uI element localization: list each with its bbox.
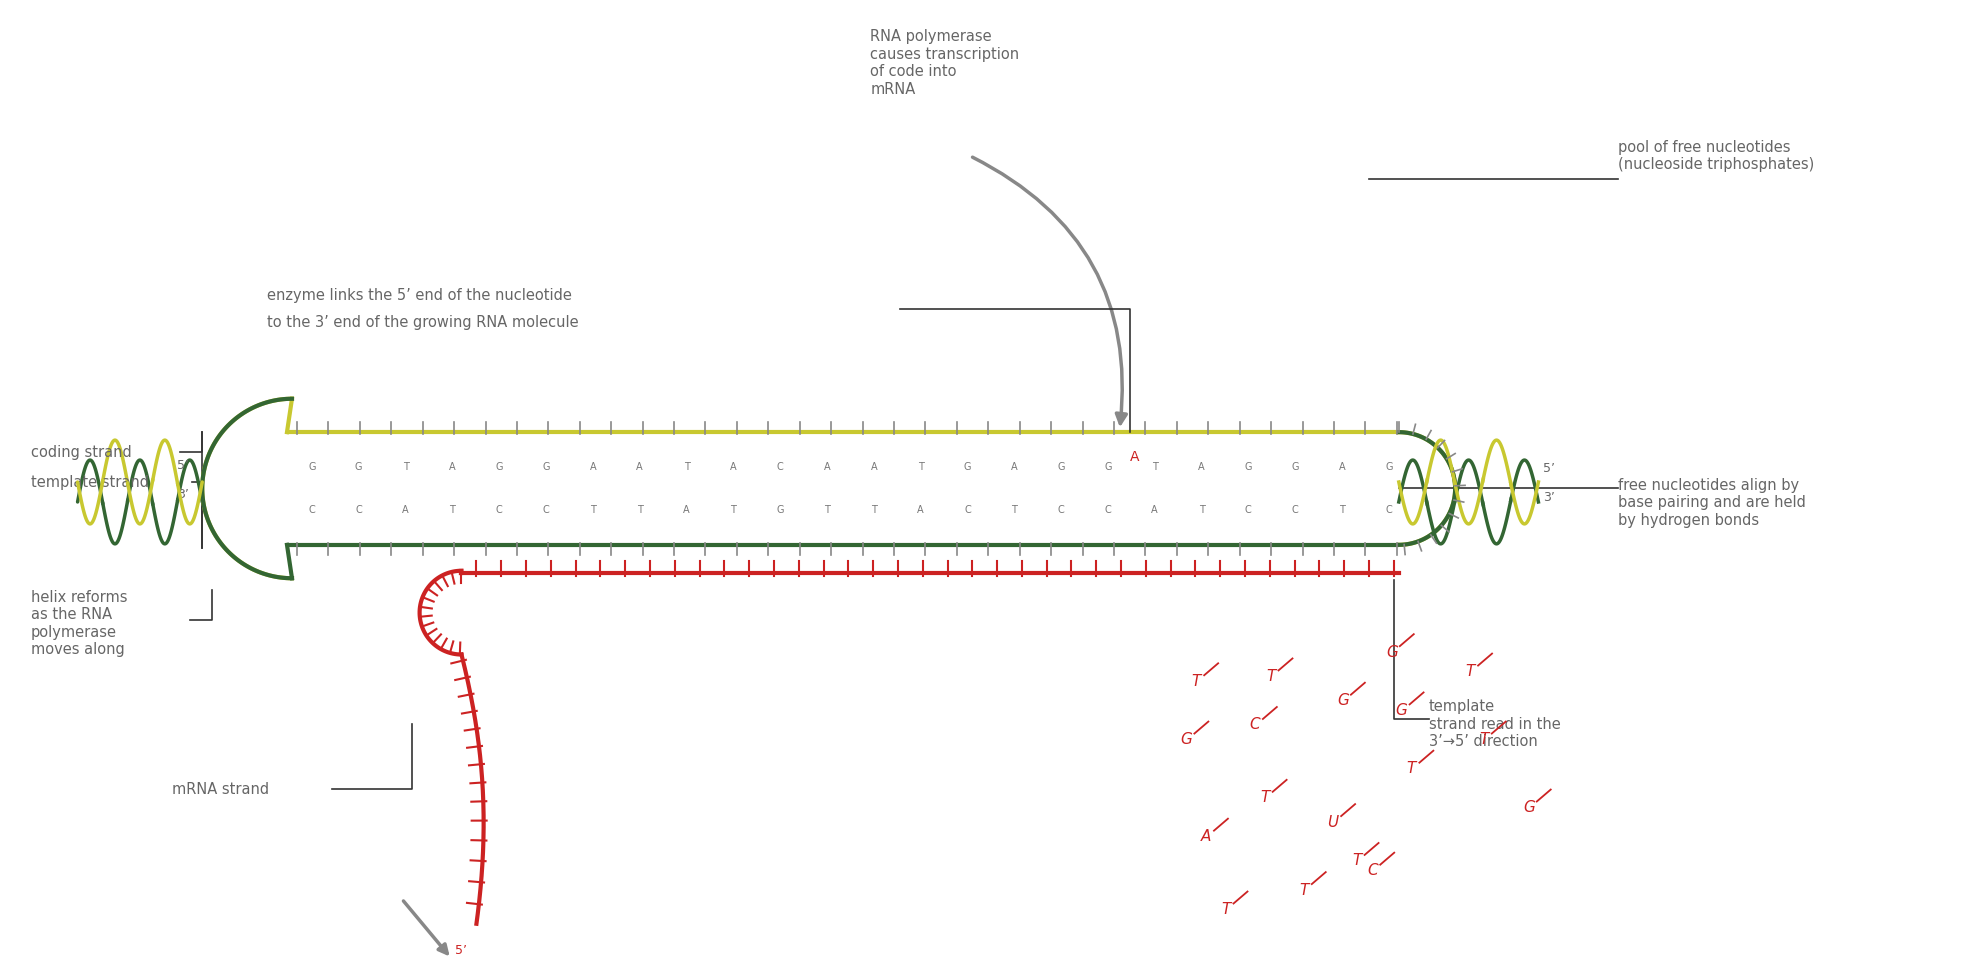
Text: C: C <box>543 506 549 515</box>
Text: 5’: 5’ <box>1544 462 1556 474</box>
Text: T: T <box>918 462 924 471</box>
Text: C: C <box>963 506 971 515</box>
Text: G: G <box>1385 645 1397 659</box>
Text: T: T <box>1466 664 1475 679</box>
Text: C: C <box>1368 863 1377 879</box>
Text: T: T <box>1260 790 1269 805</box>
Text: G: G <box>1244 462 1252 471</box>
Text: T: T <box>591 506 596 515</box>
Text: C: C <box>1058 506 1065 515</box>
Text: C: C <box>1250 718 1260 732</box>
Text: G: G <box>1395 703 1407 718</box>
Text: T: T <box>1299 882 1309 898</box>
Text: G: G <box>355 462 363 471</box>
Text: A: A <box>1199 462 1205 471</box>
Text: T: T <box>1010 506 1016 515</box>
Text: mRNA strand: mRNA strand <box>173 782 269 797</box>
Text: T: T <box>1199 506 1205 515</box>
Text: template
strand read in the
3’→5’ direction: template strand read in the 3’→5’ direct… <box>1428 699 1560 749</box>
Text: T: T <box>638 506 644 515</box>
Text: G: G <box>1105 462 1112 471</box>
Text: 5’: 5’ <box>455 944 467 956</box>
Text: T: T <box>730 506 736 515</box>
Text: enzyme links the 5’ end of the nucleotide: enzyme links the 5’ end of the nucleotid… <box>267 288 571 303</box>
Text: A: A <box>918 506 924 515</box>
Text: A: A <box>636 462 644 471</box>
Text: C: C <box>308 506 316 515</box>
Text: T: T <box>1265 669 1275 684</box>
Text: G: G <box>308 462 316 471</box>
Text: T: T <box>683 462 689 471</box>
Text: A: A <box>730 462 736 471</box>
Text: C: C <box>777 462 783 471</box>
Text: T: T <box>1220 902 1230 917</box>
Text: A: A <box>683 506 691 515</box>
Text: A: A <box>449 462 455 471</box>
Text: G: G <box>1336 693 1348 708</box>
Text: G: G <box>1291 462 1299 471</box>
Text: T: T <box>824 506 830 515</box>
Text: A: A <box>402 506 408 515</box>
Text: A: A <box>824 462 830 471</box>
Text: T: T <box>1407 761 1417 776</box>
Text: A: A <box>871 462 877 471</box>
Text: T: T <box>449 506 455 515</box>
Text: G: G <box>1385 462 1393 471</box>
Text: 3’: 3’ <box>177 489 188 502</box>
Text: T: T <box>1352 853 1362 869</box>
Text: template strand: template strand <box>31 474 149 490</box>
Text: G: G <box>963 462 971 471</box>
Text: T: T <box>1191 674 1201 689</box>
Text: A: A <box>1130 450 1140 464</box>
Text: C: C <box>1105 506 1110 515</box>
Text: C: C <box>1385 506 1393 515</box>
Text: A: A <box>1338 462 1346 471</box>
Text: C: C <box>1291 506 1299 515</box>
Text: G: G <box>777 506 785 515</box>
Text: to the 3’ end of the growing RNA molecule: to the 3’ end of the growing RNA molecul… <box>267 315 579 330</box>
Text: G: G <box>542 462 549 471</box>
Text: T: T <box>402 462 408 471</box>
Text: G: G <box>496 462 502 471</box>
Text: 3’: 3’ <box>1544 492 1556 505</box>
Text: coding strand: coding strand <box>31 444 131 460</box>
Text: A: A <box>589 462 596 471</box>
Text: T: T <box>1479 732 1489 747</box>
Text: pool of free nucleotides
(nucleoside triphosphates): pool of free nucleotides (nucleoside tri… <box>1619 139 1815 172</box>
Text: T: T <box>871 506 877 515</box>
Text: C: C <box>355 506 363 515</box>
Text: G: G <box>1523 800 1534 815</box>
Text: 5’: 5’ <box>177 459 188 471</box>
Text: T: T <box>1340 506 1344 515</box>
Text: helix reforms
as the RNA
polymerase
moves along: helix reforms as the RNA polymerase move… <box>31 589 128 656</box>
Text: G: G <box>1058 462 1065 471</box>
Text: U: U <box>1328 814 1338 830</box>
Text: A: A <box>1010 462 1018 471</box>
Text: C: C <box>1246 506 1252 515</box>
Text: free nucleotides align by
base pairing and are held
by hydrogen bonds: free nucleotides align by base pairing a… <box>1619 478 1807 528</box>
Text: G: G <box>1181 732 1193 747</box>
Text: RNA polymerase
causes transcription
of code into
mRNA: RNA polymerase causes transcription of c… <box>871 29 1020 96</box>
Text: T: T <box>1152 462 1158 471</box>
Text: C: C <box>496 506 502 515</box>
Text: A: A <box>1201 829 1211 844</box>
Text: A: A <box>1152 506 1158 515</box>
